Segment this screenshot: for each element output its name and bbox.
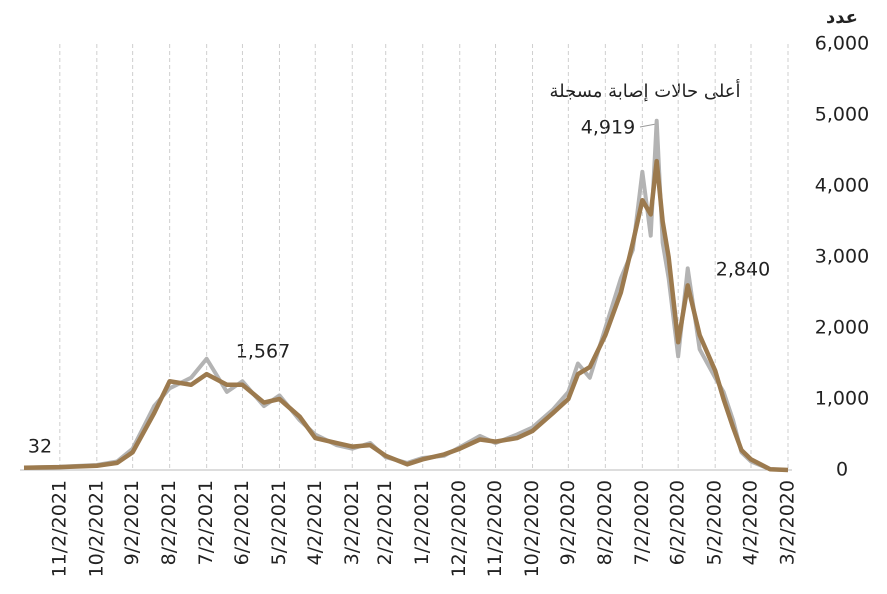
annotation: أعلى حالات إصابة مسجلة (549, 79, 740, 102)
y-tick-label: 4,000 (815, 175, 869, 197)
x-tick-label: 4/2/2020 (739, 480, 761, 565)
x-tick-label: 3/2/2020 (777, 480, 799, 565)
x-tick-label: 1/2/2021 (411, 480, 433, 565)
series-line (23, 158, 789, 473)
x-tick-label: 11/2/2021 (48, 480, 70, 577)
x-tick-label: 10/2/2020 (521, 480, 543, 577)
x-tick-label: 7/2/2021 (195, 480, 217, 565)
x-tick-label: 6/2/2021 (231, 480, 253, 565)
y-tick-label: 0 (836, 459, 848, 481)
annotation: 4,919 (581, 117, 635, 139)
x-tick-label: 11/2/2020 (484, 480, 506, 577)
y-tick-label: 5,000 (815, 104, 869, 126)
x-tick-label: 6/2/2020 (667, 480, 689, 565)
x-tick-label: 12/2/2020 (448, 480, 470, 577)
x-tick-label: 4/2/2021 (304, 480, 326, 565)
annotation: 32 (28, 436, 52, 458)
y-tick-label: 6,000 (815, 33, 869, 55)
annotation: 2,840 (716, 259, 770, 281)
annotation: 1,567 (236, 341, 290, 363)
x-tick-label: 5/2/2020 (704, 480, 726, 565)
x-tick-label: 9/2/2021 (121, 480, 143, 565)
leader-line (639, 123, 657, 128)
y-tick-label: 3,000 (815, 246, 869, 268)
x-tick-label: 10/2/2021 (85, 480, 107, 577)
y-tick-label: 1,000 (815, 388, 869, 410)
x-tick-label: 5/2/2021 (268, 480, 290, 565)
y-tick-label: 2,000 (815, 317, 869, 339)
x-tick-label: 8/2/2021 (158, 480, 180, 565)
x-tick-label: 7/2/2020 (631, 480, 653, 565)
x-tick-label: 8/2/2020 (594, 480, 616, 565)
y-axis-title: عدد (826, 7, 858, 28)
x-tick-label: 9/2/2020 (557, 480, 579, 565)
x-tick-label: 3/2/2021 (341, 480, 363, 565)
x-tick-label: 2/2/2021 (374, 480, 396, 565)
